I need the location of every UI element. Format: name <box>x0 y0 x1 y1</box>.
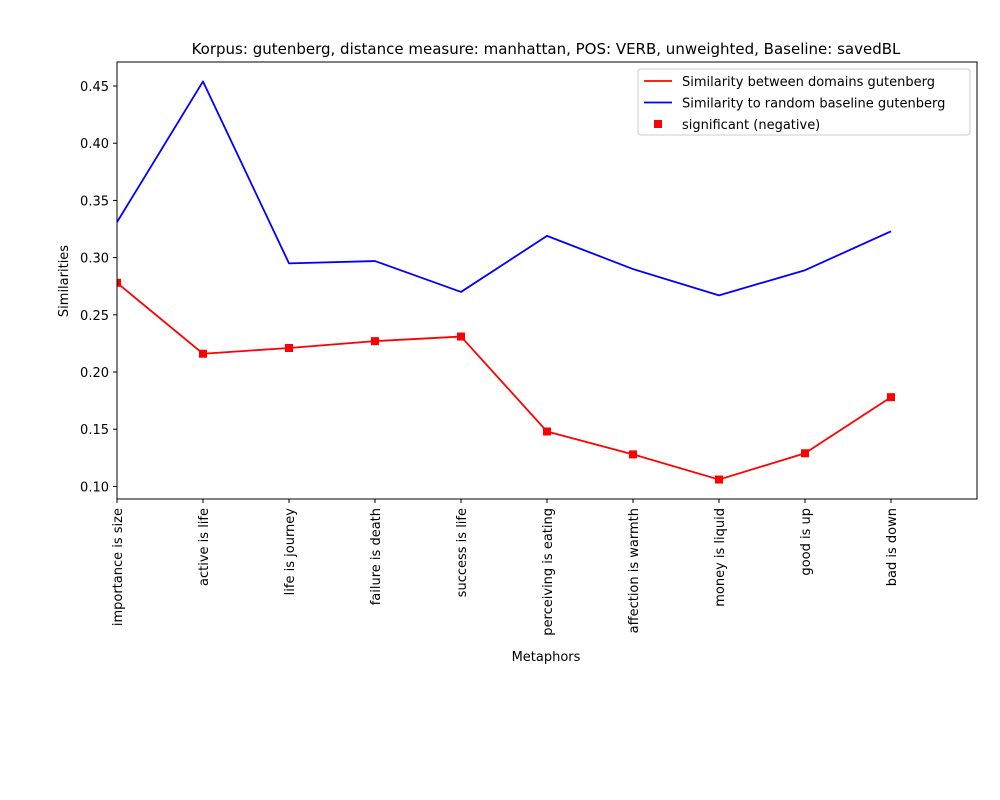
series-line-2 <box>117 80 892 297</box>
x-axis-label: Metaphors <box>512 650 581 665</box>
series-line-1 <box>117 282 892 481</box>
x-tick-label: money is liquid <box>713 508 728 607</box>
legend-label: Similarity between domains gutenberg <box>682 75 935 90</box>
plot-area <box>117 80 895 484</box>
significance-marker <box>715 475 723 484</box>
y-tick-label: 0.45 <box>80 80 109 95</box>
y-tick-label: 0.30 <box>80 252 109 267</box>
y-tick-label: 0.15 <box>80 423 109 438</box>
significance-marker <box>629 450 637 459</box>
significance-marker <box>285 343 293 352</box>
y-tick-label: 0.10 <box>80 480 109 495</box>
x-tick-label: affection is warmth <box>627 508 642 633</box>
legend: Similarity between domains gutenberg Simi… <box>637 68 971 136</box>
x-tick-label: failure is death <box>369 508 384 605</box>
y-tick-label: 0.25 <box>80 309 109 324</box>
significance-marker <box>199 349 207 358</box>
y-tick-label: 0.35 <box>80 194 109 209</box>
significance-marker <box>457 332 465 341</box>
significance-marker <box>887 393 895 402</box>
x-tick-label: importance is size <box>111 508 126 626</box>
y-tick-label: 0.40 <box>80 137 109 152</box>
legend-label: Similarity to random baseline gutenberg <box>682 97 945 112</box>
x-tick-label: active is life <box>197 508 212 586</box>
chart-title: Korpus: gutenberg, distance measure: man… <box>192 40 901 58</box>
x-tick-label: success is life <box>455 508 470 597</box>
axes: 0.10 0.15 0.20 0.25 0.30 0.35 0.40 0.45 importan… <box>80 61 978 636</box>
significance-marker <box>543 427 551 436</box>
x-tick-label: perceiving is eating <box>541 508 556 636</box>
y-tick-label: 0.20 <box>80 366 109 381</box>
x-tick-label: life is journey <box>283 508 298 596</box>
significance-marker <box>371 337 379 346</box>
significance-marker <box>117 278 121 287</box>
legend-box <box>637 68 971 136</box>
y-axis-label: Similarities <box>57 245 72 317</box>
plot-inner <box>117 80 895 484</box>
x-tick-label: good is up <box>799 508 814 576</box>
significance-marker <box>801 449 809 458</box>
legend-label: significant (negative) <box>682 118 820 133</box>
x-tick-label: bad is down <box>885 508 900 586</box>
legend-marker <box>654 120 662 128</box>
